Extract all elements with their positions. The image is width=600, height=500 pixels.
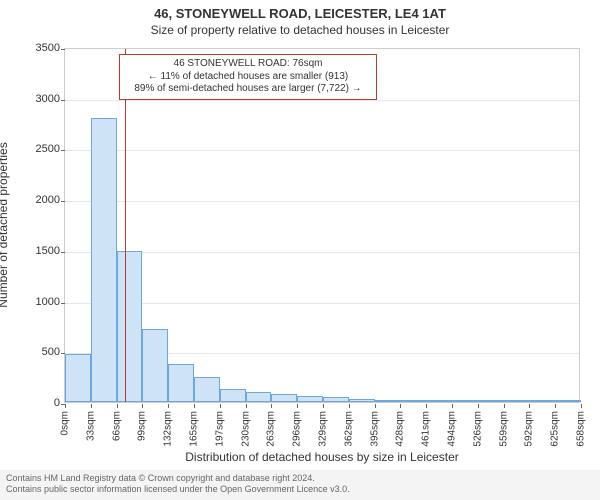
x-tick-label: 625sqm	[550, 411, 561, 447]
histogram-bar	[375, 400, 401, 402]
x-tick-mark	[194, 404, 195, 408]
y-tick-mark	[61, 201, 65, 202]
x-tick-label: 362sqm	[343, 411, 354, 447]
y-tick-mark	[61, 49, 65, 50]
y-tick-label: 1500	[10, 245, 60, 257]
x-tick-mark	[426, 404, 427, 408]
x-tick-mark	[142, 404, 143, 408]
x-tick-mark	[581, 404, 582, 408]
x-tick-mark	[91, 404, 92, 408]
histogram-bar	[349, 399, 375, 402]
y-tick-mark	[61, 303, 65, 304]
histogram-bar	[478, 400, 504, 402]
x-tick-mark	[65, 404, 66, 408]
histogram-bar	[246, 392, 272, 402]
chart-subtitle: Size of property relative to detached ho…	[0, 23, 600, 37]
plot-area: 0sqm33sqm66sqm99sqm132sqm165sqm197sqm230…	[64, 48, 580, 403]
x-tick-label: 658sqm	[576, 411, 587, 447]
histogram-bar	[91, 118, 117, 402]
page-title: 46, STONEYWELL ROAD, LEICESTER, LE4 1AT	[0, 0, 600, 21]
y-tick-label: 500	[10, 346, 60, 358]
y-tick-mark	[61, 252, 65, 253]
footer-line-1: Contains HM Land Registry data © Crown c…	[6, 473, 594, 484]
histogram-bar	[65, 354, 91, 402]
x-tick-mark	[117, 404, 118, 408]
x-tick-mark	[246, 404, 247, 408]
reference-line	[125, 49, 126, 402]
annotation-line: 46 STONEYWELL ROAD: 76sqm	[126, 58, 370, 71]
x-tick-mark	[375, 404, 376, 408]
y-tick-label: 2500	[10, 143, 60, 155]
x-tick-label: 33sqm	[85, 411, 96, 441]
x-tick-label: 461sqm	[421, 411, 432, 447]
x-tick-label: 296sqm	[292, 411, 303, 447]
y-axis-label: Number of detached properties	[0, 142, 10, 307]
annotation-box: 46 STONEYWELL ROAD: 76sqm← 11% of detach…	[119, 54, 377, 100]
histogram-bar	[142, 329, 168, 402]
y-tick-mark	[61, 100, 65, 101]
x-tick-mark	[271, 404, 272, 408]
gridline	[65, 100, 579, 101]
x-tick-label: 395sqm	[369, 411, 380, 447]
y-tick-label: 3500	[10, 42, 60, 54]
x-tick-label: 428sqm	[395, 411, 406, 447]
y-tick-mark	[61, 150, 65, 151]
histogram-bar	[555, 400, 581, 402]
histogram-bar	[426, 400, 452, 402]
gridline	[65, 150, 579, 151]
plot-wrap: 0sqm33sqm66sqm99sqm132sqm165sqm197sqm230…	[64, 48, 580, 403]
histogram-bar	[271, 394, 297, 402]
x-tick-label: 197sqm	[214, 411, 225, 447]
histogram-bar	[220, 389, 246, 402]
footer-line-2: Contains public sector information licen…	[6, 484, 594, 495]
histogram-bar	[529, 400, 555, 402]
annotation-line: 89% of semi-detached houses are larger (…	[126, 83, 370, 96]
x-tick-label: 230sqm	[240, 411, 251, 447]
histogram-bar	[504, 400, 530, 402]
x-tick-label: 263sqm	[266, 411, 277, 447]
x-axis-label: Distribution of detached houses by size …	[64, 450, 580, 464]
x-tick-label: 494sqm	[447, 411, 458, 447]
histogram-bar	[323, 397, 349, 402]
histogram-bar	[297, 396, 323, 402]
x-tick-mark	[504, 404, 505, 408]
y-tick-label: 3000	[10, 93, 60, 105]
x-tick-label: 0sqm	[60, 411, 71, 435]
x-tick-mark	[555, 404, 556, 408]
y-tick-label: 2000	[10, 194, 60, 206]
x-tick-label: 99sqm	[137, 411, 148, 441]
y-tick-label: 0	[10, 397, 60, 409]
chart-container: 46, STONEYWELL ROAD, LEICESTER, LE4 1AT …	[0, 0, 600, 500]
x-tick-mark	[349, 404, 350, 408]
footer-attribution: Contains HM Land Registry data © Crown c…	[0, 470, 600, 500]
histogram-bar	[194, 377, 220, 402]
x-tick-mark	[297, 404, 298, 408]
annotation-line: ← 11% of detached houses are smaller (91…	[126, 71, 370, 84]
x-tick-label: 559sqm	[498, 411, 509, 447]
y-tick-label: 1000	[10, 296, 60, 308]
x-tick-mark	[168, 404, 169, 408]
histogram-bar	[168, 364, 194, 402]
x-tick-mark	[220, 404, 221, 408]
x-tick-label: 132sqm	[163, 411, 174, 447]
histogram-bar	[400, 400, 426, 402]
x-tick-mark	[323, 404, 324, 408]
gridline	[65, 201, 579, 202]
histogram-bar	[117, 251, 143, 402]
x-tick-mark	[452, 404, 453, 408]
x-tick-mark	[400, 404, 401, 408]
x-tick-label: 66sqm	[111, 411, 122, 441]
x-tick-mark	[478, 404, 479, 408]
x-tick-label: 165sqm	[189, 411, 200, 447]
x-tick-label: 329sqm	[318, 411, 329, 447]
x-tick-label: 526sqm	[472, 411, 483, 447]
x-tick-mark	[529, 404, 530, 408]
x-tick-label: 592sqm	[524, 411, 535, 447]
histogram-bar	[452, 400, 478, 402]
